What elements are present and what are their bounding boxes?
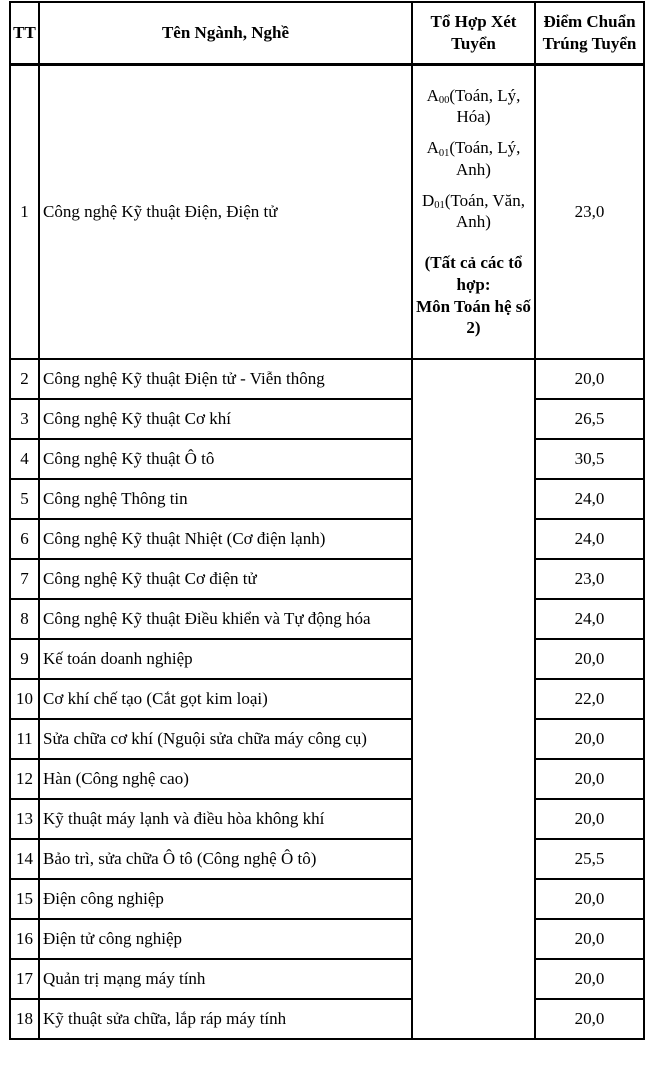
- table-row: 2 Công nghệ Kỹ thuật Điện tử - Viễn thông…: [9, 357, 645, 1040]
- major-name-cell: Công nghệ Kỹ thuật Cơ điện tử: [38, 557, 413, 600]
- row-number-cell: 2: [9, 357, 40, 400]
- score-cell: 23,0: [534, 557, 645, 600]
- row-number-cell: 11: [9, 717, 40, 760]
- score-cell: 20,0: [534, 797, 645, 840]
- admission-score-table: TT Tên Ngành, Nghề Tổ Hợp Xét Tuyển Điểm…: [9, 1, 645, 1040]
- major-name-cell: Điện công nghiệp: [38, 877, 413, 920]
- row-number-cell: 15: [9, 877, 40, 920]
- score-cell: 20,0: [534, 997, 645, 1040]
- score-cell: 24,0: [534, 597, 645, 640]
- major-name-cell: Công nghệ Thông tin: [38, 477, 413, 520]
- row-number-cell: 8: [9, 597, 40, 640]
- score-cell: 20,0: [534, 637, 645, 680]
- row-number-cell: 10: [9, 677, 40, 720]
- row-number-cell: 17: [9, 957, 40, 1000]
- table-row: 9 Kế toán doanh nghiệp 20,0: [9, 637, 645, 680]
- score-cell: 20,0: [534, 357, 645, 400]
- header-cell-tt: TT: [9, 1, 40, 66]
- combination-item: A01(Toán, Lý, Anh): [426, 138, 521, 179]
- header-row: TT Tên Ngành, Nghề Tổ Hợp Xét Tuyển Điểm…: [9, 1, 645, 66]
- major-name-cell: Sửa chữa cơ khí (Nguội sửa chữa máy công…: [38, 717, 413, 760]
- score-cell: 24,0: [534, 477, 645, 520]
- major-name-cell: Quản trị mạng máy tính: [38, 957, 413, 1000]
- score-cell: 20,0: [534, 717, 645, 760]
- row-number-cell: 16: [9, 917, 40, 960]
- table-row: 4 Công nghệ Kỹ thuật Ô tô 30,5: [9, 437, 645, 480]
- row-number-cell: 13: [9, 797, 40, 840]
- table-row: 14 Bảo trì, sửa chữa Ô tô (Công nghệ Ô tô…: [9, 837, 645, 880]
- row-number-cell: 12: [9, 757, 40, 800]
- score-cell: 20,0: [534, 957, 645, 1000]
- header-cell-major-name: Tên Ngành, Nghề: [38, 1, 413, 66]
- row-number-cell: 7: [9, 557, 40, 600]
- row-number-cell: 1: [9, 63, 40, 360]
- major-name-cell: Công nghệ Kỹ thuật Ô tô: [38, 437, 413, 480]
- major-name-cell: Công nghệ Kỹ thuật Nhiệt (Cơ điện lạnh): [38, 517, 413, 560]
- row-number-cell: 5: [9, 477, 40, 520]
- major-name-cell: Công nghệ Kỹ thuật Cơ khí: [38, 397, 413, 440]
- score-cell: 30,5: [534, 437, 645, 480]
- row-number-cell: 14: [9, 837, 40, 880]
- combination-note: (Tất cả các tổ hợp: Môn Toán hệ số 2): [415, 252, 532, 339]
- table-row: 8 Công nghệ Kỹ thuật Điều khiển và Tự độn…: [9, 597, 645, 640]
- major-name-cell: Cơ khí chế tạo (Cắt gọt kim loại): [38, 677, 413, 720]
- major-name-cell: Công nghệ Kỹ thuật Điều khiển và Tự động…: [38, 597, 413, 640]
- table-body: 1 Công nghệ Kỹ thuật Điện, Điện tử A00(Toá…: [9, 63, 645, 1040]
- table-row: 12 Hàn (Công nghệ cao) 20,0: [9, 757, 645, 800]
- combination-subscript: 01: [434, 200, 445, 212]
- header-cell-combination: Tổ Hợp Xét Tuyển: [411, 1, 536, 66]
- major-name-cell: Hàn (Công nghệ cao): [38, 757, 413, 800]
- header-cell-score: Điểm Chuẩn Trúng Tuyển: [534, 1, 645, 66]
- combination-item: D01(Toán, Văn, Anh): [422, 190, 525, 232]
- row-number-cell: 3: [9, 397, 40, 440]
- combination-subscript: 00: [438, 95, 450, 107]
- score-cell: 20,0: [534, 757, 645, 800]
- table-row: 5 Công nghệ Thông tin 24,0: [9, 477, 645, 520]
- major-name-cell: Kỹ thuật máy lạnh và điều hòa không khí: [38, 797, 413, 840]
- score-cell: 23,0: [534, 63, 645, 360]
- table-row: 15 Điện công nghiệp 20,0: [9, 877, 645, 920]
- major-name-cell: Điện tử công nghiệp: [38, 917, 413, 960]
- row-number-cell: 4: [9, 437, 40, 480]
- table-row: 10 Cơ khí chế tạo (Cắt gọt kim loại) 22,0: [9, 677, 645, 720]
- major-name-cell: Công nghệ Kỹ thuật Điện, Điện tử: [38, 63, 413, 360]
- table-row: 13 Kỹ thuật máy lạnh và điều hòa không kh…: [9, 797, 645, 840]
- row-number-cell: 9: [9, 637, 40, 680]
- table-row: 1 Công nghệ Kỹ thuật Điện, Điện tử A00(Toá…: [9, 63, 645, 360]
- table-row: 18 Kỹ thuật sửa chữa, lắp ráp máy tính 20,…: [9, 997, 645, 1040]
- table-row: 17 Quản trị mạng máy tính 20,0: [9, 957, 645, 1000]
- score-cell: 26,5: [534, 397, 645, 440]
- combination-note-line: Môn Toán hệ số 2): [416, 296, 531, 338]
- table-row: 16 Điện tử công nghiệp 20,0: [9, 917, 645, 960]
- table-row: 6 Công nghệ Kỹ thuật Nhiệt (Cơ điện lạnh)…: [9, 517, 645, 560]
- combination-merged-cell: [411, 357, 536, 1040]
- combination-subscript: 01: [438, 147, 450, 159]
- score-cell: 24,0: [534, 517, 645, 560]
- major-name-cell: Công nghệ Kỹ thuật Điện tử - Viễn thông: [38, 357, 413, 400]
- row-number-cell: 18: [9, 997, 40, 1040]
- combination-note-line: (Tất cả các tổ hợp:: [424, 253, 523, 294]
- row-number-cell: 6: [9, 517, 40, 560]
- major-name-cell: Kỹ thuật sửa chữa, lắp ráp máy tính: [38, 997, 413, 1040]
- table-header: TT Tên Ngành, Nghề Tổ Hợp Xét Tuyển Điểm…: [9, 1, 645, 66]
- score-cell: 25,5: [534, 837, 645, 880]
- major-name-cell: Bảo trì, sửa chữa Ô tô (Công nghệ Ô tô): [38, 837, 413, 880]
- major-name-cell: Kế toán doanh nghiệp: [38, 637, 413, 680]
- table-row: 7 Công nghệ Kỹ thuật Cơ điện tử 23,0: [9, 557, 645, 600]
- combination-cell: A00(Toán, Lý, Hóa) A01(Toán, Lý, Anh) D01(…: [411, 63, 536, 360]
- table-row: 3 Công nghệ Kỹ thuật Cơ khí 26,5: [9, 397, 645, 440]
- combination-item: A00(Toán, Lý, Hóa): [426, 85, 521, 127]
- table-row: 11 Sửa chữa cơ khí (Nguội sửa chữa máy cô…: [9, 717, 645, 760]
- score-cell: 22,0: [534, 677, 645, 720]
- score-cell: 20,0: [534, 917, 645, 960]
- score-cell: 20,0: [534, 877, 645, 920]
